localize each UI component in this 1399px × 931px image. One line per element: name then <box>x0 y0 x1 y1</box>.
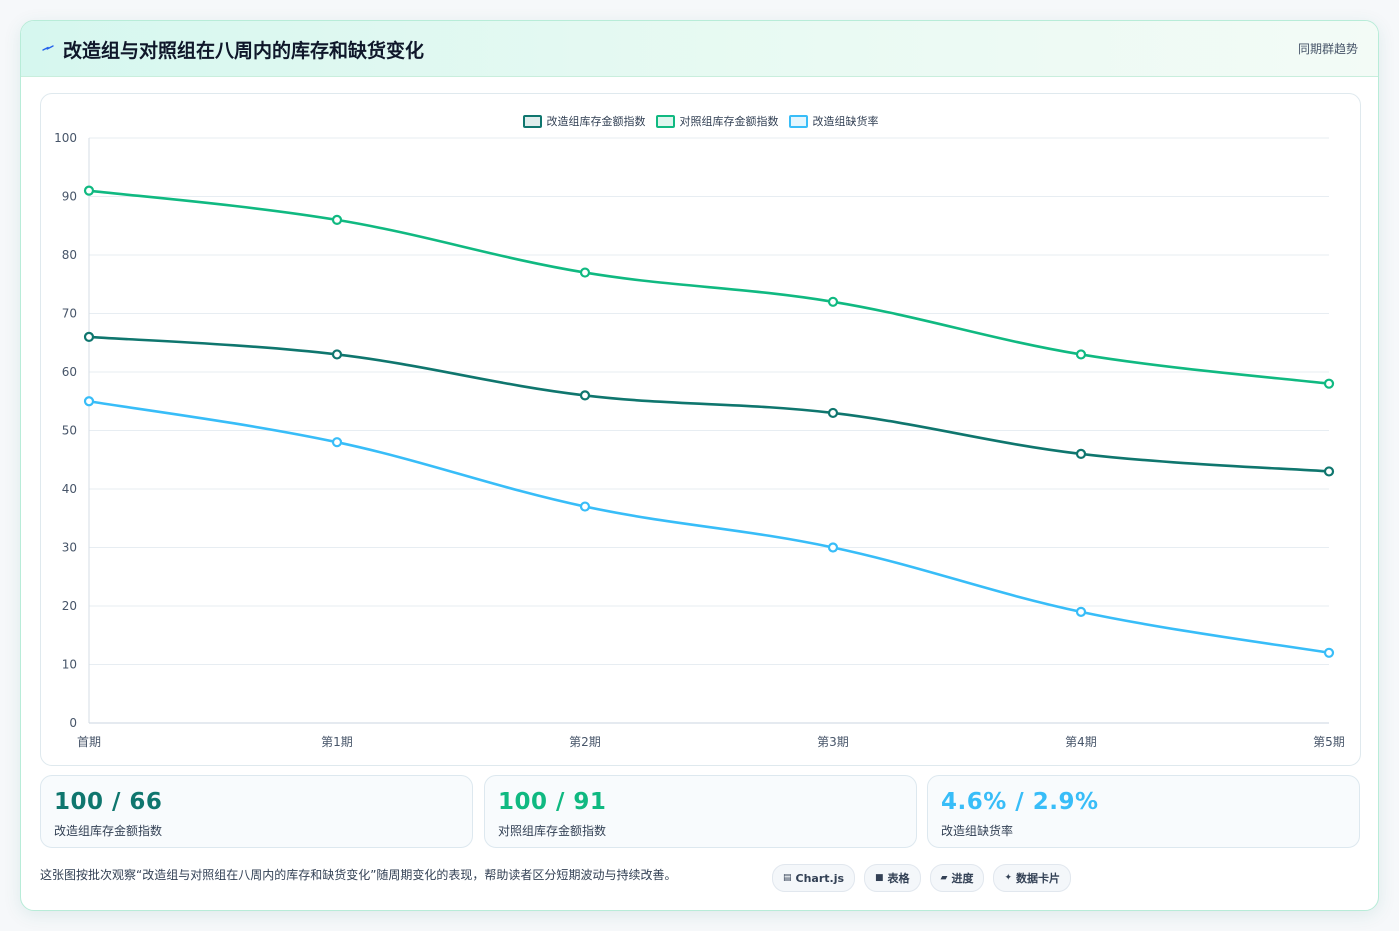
header-tag: 同期群趋势 <box>1297 42 1358 56</box>
legend-item[interactable]: 改造组库存金额指数 <box>522 113 646 129</box>
line-chart: 0 10 20 30 40 50 60 70 80 90 100 首期 第1期 第2期 第3期 第4期 第5期 <box>54 131 1345 749</box>
chip-label: 数据卡片 <box>1016 872 1061 885</box>
x-tick-label: 第1期 <box>321 735 353 749</box>
data-point <box>331 214 343 226</box>
series-line-3 <box>87 399 1331 655</box>
data-point <box>579 267 591 278</box>
data-point <box>827 296 839 307</box>
legend-item[interactable]: 对照组库存金额指数 <box>655 113 779 129</box>
chart-title: 改造组与对照组在八周内的库存和缺货变化 <box>63 40 425 62</box>
chart-panel: 0 10 20 30 40 50 60 70 80 90 100 首期 第1期 第2期 第3期 第4期 第5期 … <box>40 93 1361 766</box>
legend-label: 改造组库存金额指数 <box>546 115 646 128</box>
chip-chartjs[interactable]: ▤ Chart.js <box>772 864 856 892</box>
legend-item[interactable]: 改造组缺货率 <box>788 113 879 129</box>
lightning-icon <box>42 45 54 51</box>
chart-card: 改造组与对照组在八周内的库存和缺货变化 同期群趋势 0 10 20 30 40 50 60 7… <box>20 20 1379 911</box>
chart-description: 这张图按批次观察“改造组与对照组在八周内的库存和缺货变化”随周期变化的表现，帮助… <box>40 868 677 882</box>
chip-label: Chart.js <box>795 871 845 885</box>
y-tick-label: 40 <box>62 482 77 496</box>
x-tick-label: 第4期 <box>1065 735 1097 749</box>
table-icon: ■ <box>875 873 884 883</box>
chart-legend: 改造组库存金额指数 对照组库存金额指数 改造组缺货率 <box>41 113 1360 129</box>
data-point <box>579 390 591 401</box>
y-tick-label: 20 <box>62 599 77 613</box>
x-tick-label: 第5期 <box>1313 735 1345 749</box>
chip-progress[interactable]: ▰ 进度 <box>929 864 985 892</box>
y-tick-label: 100 <box>54 131 77 145</box>
series-line-1 <box>87 335 1331 473</box>
data-point <box>1075 349 1087 360</box>
stat-value: 100 / 91 <box>498 789 607 815</box>
progress-icon: ▰ <box>940 873 948 883</box>
stat-label: 对照组库存金额指数 <box>498 824 607 838</box>
legend-swatch <box>522 114 542 128</box>
y-tick-label: 0 <box>69 716 77 730</box>
chip-label: 表格 <box>887 872 910 885</box>
data-point <box>331 437 343 448</box>
card-header: 改造组与对照组在八周内的库存和缺货变化 同期群趋势 <box>21 21 1378 77</box>
x-tick-label: 第2期 <box>569 735 601 749</box>
data-point <box>1323 466 1335 477</box>
stat-label: 改造组缺货率 <box>941 824 1014 838</box>
data-point <box>1323 378 1335 389</box>
y-tick-label: 70 <box>62 307 77 321</box>
data-point <box>827 542 839 553</box>
data-card-icon: ✦ <box>1004 873 1013 883</box>
x-tick-label: 第3期 <box>817 735 849 749</box>
legend-swatch <box>655 114 675 128</box>
data-point <box>1323 647 1335 658</box>
stat-card-3: 4.6% / 2.9% 改造组缺货率 <box>927 775 1360 848</box>
legend-label: 改造组缺货率 <box>812 115 879 128</box>
data-point <box>331 349 343 360</box>
y-tick-label: 30 <box>62 541 77 555</box>
legend-swatch <box>788 114 808 128</box>
y-tick-label: 80 <box>62 248 77 262</box>
stat-card-1: 100 / 66 改造组库存金额指数 <box>40 775 473 848</box>
data-point <box>579 501 591 512</box>
y-tick-label: 10 <box>62 658 77 672</box>
chip-label: 进度 <box>951 872 974 885</box>
stat-label: 改造组库存金额指数 <box>54 824 163 838</box>
stat-value: 4.6% / 2.9% <box>941 789 1099 815</box>
series-line-2 <box>87 189 1331 385</box>
legend-label: 对照组库存金额指数 <box>679 115 779 128</box>
y-tick-label: 50 <box>62 424 77 438</box>
data-point <box>1075 448 1087 459</box>
bar-chart-icon: ▤ <box>783 873 792 883</box>
tag-chips: ▤ Chart.js ■ 表格 ▰ 进度 ✦ 数据卡片 <box>772 864 1072 892</box>
y-tick-label: 90 <box>62 190 77 204</box>
data-point <box>83 185 95 196</box>
chip-table[interactable]: ■ 表格 <box>864 864 921 892</box>
stat-card-2: 100 / 91 对照组库存金额指数 <box>484 775 917 848</box>
stat-value: 100 / 66 <box>54 789 163 815</box>
data-point <box>1075 606 1087 617</box>
chip-data-card[interactable]: ✦ 数据卡片 <box>993 864 1072 892</box>
data-point <box>83 396 95 407</box>
y-tick-label: 60 <box>62 365 77 379</box>
data-point <box>827 407 839 419</box>
data-point <box>83 331 95 342</box>
x-tick-label: 首期 <box>77 735 101 749</box>
